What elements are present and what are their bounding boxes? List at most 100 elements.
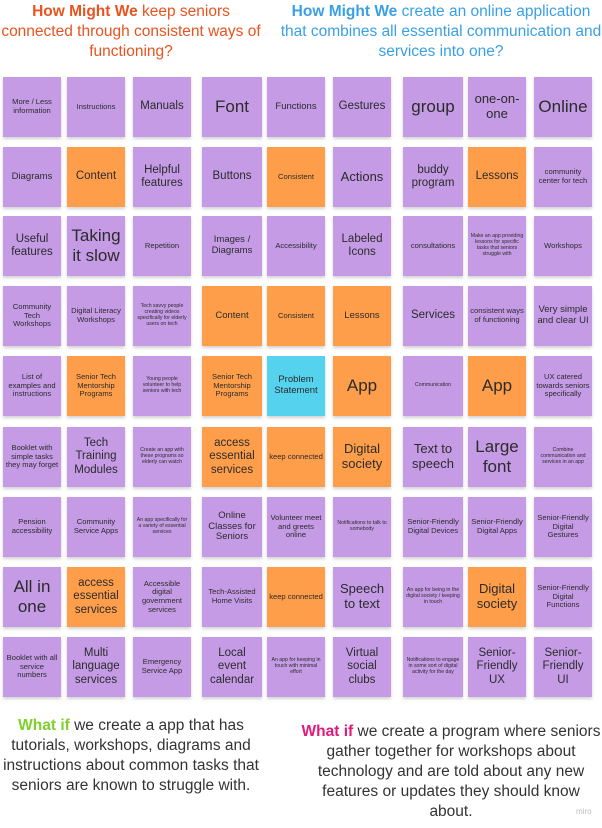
sticky-note[interactable]: Community Tech Workshops <box>3 286 61 346</box>
sticky-note[interactable]: Booklet with simple tasks they may forge… <box>3 427 61 487</box>
sticky-note[interactable]: Speech to text <box>333 567 391 627</box>
sticky-note[interactable]: Labeled Icons <box>333 216 391 276</box>
sticky-note[interactable]: Create an app with these programs so eld… <box>133 427 191 487</box>
sticky-note[interactable]: Combine communication and services in an… <box>534 427 592 487</box>
sticky-note[interactable]: Content <box>67 147 125 207</box>
sticky-note[interactable]: Senior Tech Mentorship Programs <box>67 356 125 416</box>
sticky-note[interactable]: Emergency Service App <box>133 637 191 697</box>
sticky-note[interactable]: Useful features <box>3 216 61 276</box>
sticky-note[interactable]: Digital society <box>468 567 526 627</box>
sticky-note[interactable]: Young people volunteer to help seniors w… <box>133 356 191 416</box>
sticky-note[interactable]: Workshops <box>534 216 592 276</box>
sticky-note[interactable]: Senior-Friendly Digital Functions <box>534 567 592 627</box>
sticky-note[interactable]: Lessons <box>468 147 526 207</box>
sticky-note[interactable]: App <box>468 356 526 416</box>
sticky-note-text: Make an app providing lessons for specif… <box>470 233 524 257</box>
sticky-note[interactable]: Digital society <box>333 427 391 487</box>
sticky-note[interactable]: keep connected <box>267 427 325 487</box>
sticky-note-text: Accessibility <box>275 240 317 250</box>
sticky-note-text: Notifications to engage in some sort of … <box>406 657 460 675</box>
sticky-note[interactable]: More / Less information <box>3 77 61 137</box>
sticky-note[interactable]: Font <box>202 77 262 137</box>
sticky-note[interactable]: Senior Tech Mentorship Programs <box>202 356 262 416</box>
sticky-note[interactable]: Notifications to talk to somebody <box>333 497 391 557</box>
sticky-note-text: Senior-Friendly UI <box>542 647 584 686</box>
what-if-right-lead: What if <box>301 723 354 740</box>
sticky-note[interactable]: Actions <box>333 147 391 207</box>
sticky-note[interactable]: Taking it slow <box>67 216 125 276</box>
sticky-note[interactable]: Volunteer meet and greets online <box>267 497 325 557</box>
sticky-note[interactable]: Communication <box>403 356 463 416</box>
sticky-note-text: access essential services <box>73 577 119 616</box>
sticky-note[interactable]: Consistent <box>267 286 325 346</box>
sticky-note[interactable]: one-on-one <box>468 77 526 137</box>
sticky-note[interactable]: Manuals <box>133 77 191 137</box>
sticky-note-text: Speech to text <box>339 581 385 611</box>
sticky-note[interactable]: access essential services <box>67 567 125 627</box>
sticky-note[interactable]: Make an app providing lessons for specif… <box>468 216 526 276</box>
sticky-note[interactable]: App <box>333 356 391 416</box>
sticky-note[interactable]: Helpful features <box>133 147 191 207</box>
sticky-note-text: Pension accessibility <box>11 517 53 535</box>
sticky-note[interactable]: Digital Literacy Workshops <box>67 286 125 346</box>
sticky-note[interactable]: Repetition <box>133 216 191 276</box>
sticky-note[interactable]: Senior-Friendly Digital Devices <box>403 497 463 557</box>
sticky-note[interactable]: Local event calendar <box>202 637 262 697</box>
sticky-note-text: Booklet with all service numbers <box>6 652 58 680</box>
sticky-note[interactable]: Functions <box>267 77 325 137</box>
sticky-note[interactable]: All in one <box>3 567 61 627</box>
sticky-note[interactable]: Tech savvy people creating videos specif… <box>133 286 191 346</box>
sticky-note[interactable]: Senior-Friendly Digital Gestures <box>534 497 592 557</box>
sticky-note-text: community center for tech <box>538 167 588 185</box>
sticky-note[interactable]: Images / Diagrams <box>202 216 262 276</box>
sticky-note-text: Tech savvy people creating videos specif… <box>137 303 187 327</box>
sticky-note[interactable]: Online <box>534 77 592 137</box>
sticky-note[interactable]: Gestures <box>333 77 391 137</box>
sticky-note[interactable]: Senior-Friendly UX <box>468 637 526 697</box>
sticky-note[interactable]: Online Classes for Seniors <box>202 497 262 557</box>
sticky-note[interactable]: consistent ways of functioning <box>468 286 526 346</box>
sticky-note[interactable]: List of examples and instructions <box>3 356 61 416</box>
sticky-note[interactable]: access essential services <box>202 427 262 487</box>
sticky-note[interactable]: Lessons <box>333 286 391 346</box>
what-if-left: What if we create a app that has tutoria… <box>0 716 262 796</box>
sticky-note[interactable]: Content <box>202 286 262 346</box>
sticky-note[interactable]: Tech-Assisted Home Visits <box>202 567 262 627</box>
hmw-right-text: create an online application that combin… <box>280 3 602 60</box>
what-if-left-text: we create a app that has tutorials, work… <box>3 717 259 794</box>
sticky-note[interactable]: community center for tech <box>534 147 592 207</box>
sticky-note-text: Tech-Assisted Home Visits <box>208 587 256 605</box>
sticky-note[interactable]: Senior-Friendly Digital Apps <box>468 497 526 557</box>
sticky-note[interactable]: Tech Training Modules <box>67 427 125 487</box>
sticky-note[interactable]: consultations <box>403 216 463 276</box>
sticky-note-text: Images / Diagrams <box>211 234 253 256</box>
sticky-note[interactable]: buddy program <box>403 147 463 207</box>
sticky-note[interactable]: Buttons <box>202 147 262 207</box>
sticky-note[interactable]: Large font <box>468 427 526 487</box>
sticky-note[interactable]: Accessibility <box>267 216 325 276</box>
sticky-note-text: Senior-Friendly Digital Devices <box>407 517 459 535</box>
sticky-note[interactable]: An app specifically for a variety of ess… <box>133 497 191 557</box>
sticky-note[interactable]: Problem Statement <box>267 356 325 416</box>
sticky-note[interactable]: Services <box>403 286 463 346</box>
sticky-note[interactable]: Pension accessibility <box>3 497 61 557</box>
sticky-note[interactable]: Community Service Apps <box>67 497 125 557</box>
sticky-note[interactable]: Booklet with all service numbers <box>3 637 61 697</box>
sticky-note[interactable]: Consistent <box>267 147 325 207</box>
sticky-note[interactable]: Notifications to engage in some sort of … <box>403 637 463 697</box>
sticky-note[interactable]: Accessible digital government services <box>133 567 191 627</box>
sticky-note[interactable]: UX catered towards seniors specifically <box>534 356 592 416</box>
sticky-note[interactable]: Text to speech <box>403 427 463 487</box>
sticky-note[interactable]: An app for being in the digital society … <box>403 567 463 627</box>
sticky-note[interactable]: Multi language services <box>67 637 125 697</box>
sticky-note[interactable]: Virtual social clubs <box>333 637 391 697</box>
sticky-note[interactable]: Very simple and clear UI <box>534 286 592 346</box>
sticky-note[interactable]: Instructions <box>67 77 125 137</box>
sticky-note[interactable]: Senior-Friendly UI <box>534 637 592 697</box>
sticky-note-board: More / Less information Instructions Manua… <box>3 77 592 697</box>
sticky-note[interactable]: An app for keeping in touch with minimal… <box>267 637 325 697</box>
sticky-note-text: Senior-Friendly Digital Apps <box>471 517 523 535</box>
sticky-note[interactable]: keep connected <box>267 567 325 627</box>
sticky-note[interactable]: group <box>403 77 463 137</box>
sticky-note[interactable]: Diagrams <box>3 147 61 207</box>
